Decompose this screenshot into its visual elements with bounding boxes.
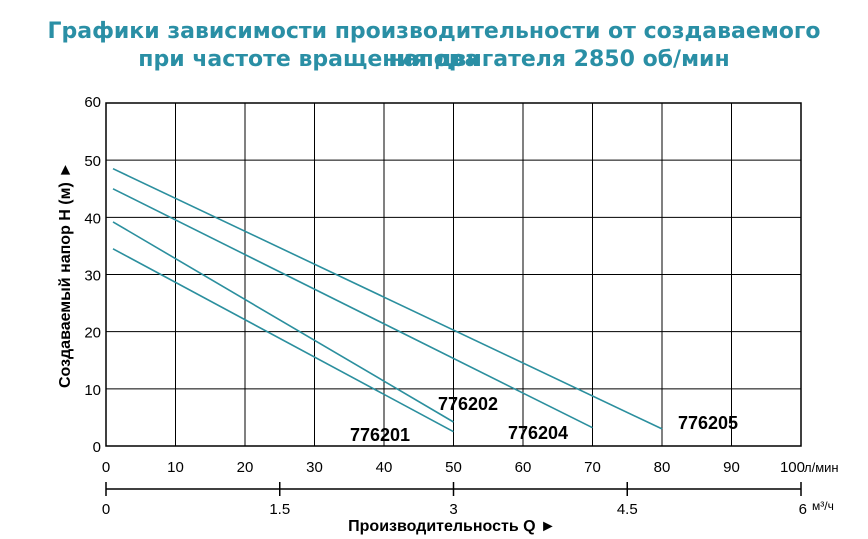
series-line-776201 xyxy=(112,248,454,433)
y-tick-label: 30 xyxy=(84,268,101,285)
x-axis-unit: л/мин xyxy=(804,460,839,475)
series-label-776201: 776201 xyxy=(350,425,410,445)
x-tick-label: 100 xyxy=(780,459,805,476)
secondary-x-tick-label: 6 xyxy=(799,501,807,518)
x-tick-label: 20 xyxy=(237,459,254,476)
x-tick-label: 10 xyxy=(167,459,184,476)
x-tick-label: 40 xyxy=(376,459,393,476)
x-tick-label: 30 xyxy=(306,459,323,476)
y-tick-label: 0 xyxy=(93,439,101,456)
chart-title-line-1: Графики зависимости производительности о… xyxy=(47,19,821,72)
series-line-776204 xyxy=(112,188,593,429)
x-tick-label: 0 xyxy=(102,459,110,476)
grid-layer xyxy=(106,103,801,446)
y-tick-labels: 0 10 20 30 40 50 60 xyxy=(84,94,101,456)
plot-frame xyxy=(105,102,802,447)
x-axis-label: Производительность Q ► xyxy=(348,518,556,535)
x-tick-label: 70 xyxy=(584,459,601,476)
y-axis-label: Создаваемый напор H (м) ► xyxy=(57,162,74,388)
y-tick-label: 50 xyxy=(84,153,101,170)
series-layer xyxy=(112,167,663,433)
y-tick-label: 20 xyxy=(84,325,101,342)
x-tick-label: 80 xyxy=(654,459,671,476)
x-tick-label: 60 xyxy=(515,459,532,476)
secondary-x-tick-label: 4.5 xyxy=(617,501,638,518)
x-tick-labels: 0 10 20 30 40 50 60 70 80 90 100 xyxy=(102,459,805,476)
secondary-x-axis-unit: м³/ч xyxy=(812,499,834,513)
series-label-776205: 776205 xyxy=(678,413,738,433)
x-tick-label: 90 xyxy=(723,459,740,476)
y-tick-label: 60 xyxy=(84,94,101,111)
secondary-x-tick-label: 0 xyxy=(102,501,110,518)
chart-title-line-2: при частоте вращения двигателя 2850 об/м… xyxy=(138,47,730,72)
series-label-776204: 776204 xyxy=(508,423,568,443)
series-label-776202: 776202 xyxy=(438,394,498,414)
series-line-776205 xyxy=(112,167,663,430)
series-labels: 776201 776202 776204 776205 xyxy=(350,394,738,445)
y-tick-label: 40 xyxy=(84,210,101,227)
secondary-x-axis: 0 1.5 3 4.5 6 xyxy=(102,482,807,518)
series-line-776202 xyxy=(112,221,454,423)
y-tick-label: 10 xyxy=(84,382,101,399)
x-tick-label: 50 xyxy=(445,459,462,476)
secondary-x-tick-label: 1.5 xyxy=(269,501,290,518)
secondary-x-tick-label: 3 xyxy=(449,501,457,518)
